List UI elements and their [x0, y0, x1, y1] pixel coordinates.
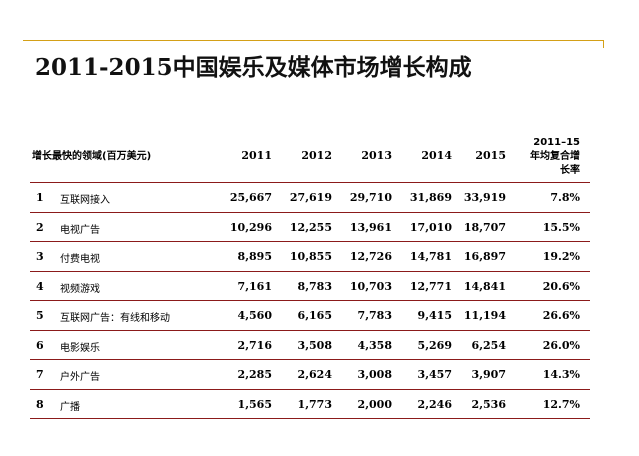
value-2015: 2,536 [471, 397, 506, 411]
value-2012: 3,508 [297, 338, 332, 352]
value-2013: 13,961 [349, 220, 392, 234]
value-cagr: 26.0% [542, 338, 580, 352]
value-2015: 33,919 [463, 191, 506, 204]
cagr-header-line3: 长率 [560, 165, 580, 176]
value-2011: 2,285 [237, 368, 272, 381]
row-category: 户外广告 [60, 372, 100, 383]
value-2014: 31,869 [409, 191, 452, 204]
value-2011: 2,716 [237, 338, 272, 352]
row-rank: 5 [36, 309, 44, 322]
value-cagr: 15.5% [542, 220, 580, 234]
value-cagr: 26.6% [542, 309, 580, 322]
value-2012: 10,855 [289, 250, 332, 263]
table-row: 7 户外广告 2,285 2,624 3,008 3,457 3,907 14.3% [30, 360, 590, 390]
value-2014: 14,781 [409, 250, 452, 263]
value-2012: 8,783 [297, 279, 332, 293]
page-title: 2011-2015中国娱乐及媒体市场增长构成 [35, 54, 472, 81]
table-row: 3 付费电视 8,895 10,855 12,726 14,781 16,897 19.2% [30, 242, 590, 272]
year-2015-header: 2015 [475, 149, 506, 162]
value-cagr: 7.8% [550, 191, 580, 204]
value-2014: 9,415 [417, 309, 452, 322]
table-row: 6 电影娱乐 2,716 3,508 4,358 5,269 6,254 26.0% [30, 331, 590, 360]
row-category: 视频游戏 [60, 283, 100, 295]
value-2011: 1,565 [237, 397, 272, 411]
table-header-row: 增长最快的领域(百万美元) 2011 2012 2013 2014 2015 2… [30, 130, 590, 183]
value-2015: 11,194 [463, 309, 506, 322]
row-category: 付费电视 [60, 254, 100, 265]
growth-table: 增长最快的领域(百万美元) 2011 2012 2013 2014 2015 2… [30, 130, 590, 419]
value-2011: 7,161 [237, 279, 272, 293]
value-cagr: 14.3% [542, 368, 580, 381]
value-2012: 2,624 [297, 368, 332, 381]
value-2011: 25,667 [229, 191, 272, 204]
value-2011: 8,895 [237, 250, 272, 263]
value-2015: 3,907 [471, 368, 506, 381]
row-rank: 4 [36, 279, 44, 293]
row-rank: 2 [36, 220, 44, 234]
value-2014: 2,246 [417, 397, 452, 411]
table-row: 1 互联网接入 25,667 27,619 29,710 31,869 33,919 7.8% [30, 183, 590, 213]
top-divider-tick [603, 40, 604, 48]
value-2015: 18,707 [463, 220, 506, 234]
table-row: 4 视频游戏 7,161 8,783 10,703 12,771 14,841 20.6% [30, 272, 590, 301]
domain-column-header: 增长最快的领域(百万美元) [32, 151, 152, 162]
table-row: 8 广播 1,565 1,773 2,000 2,246 2,536 12.7% [30, 390, 590, 419]
value-2012: 12,255 [289, 220, 332, 234]
value-2013: 10,703 [349, 279, 392, 293]
table-row: 2 电视广告 10,296 12,255 13,961 17,010 18,707 15.5% [30, 213, 590, 242]
value-cagr: 19.2% [542, 250, 580, 263]
year-2014-header: 2014 [421, 149, 452, 162]
value-2015: 16,897 [463, 250, 506, 263]
value-2013: 29,710 [349, 191, 392, 204]
value-cagr: 20.6% [542, 279, 580, 293]
cagr-header-line2: 年均复合增 [530, 151, 580, 162]
value-2014: 3,457 [417, 368, 452, 381]
cagr-column-header: 2011–15 年均复合增 长率 [504, 136, 580, 178]
year-2011-header: 2011 [241, 149, 272, 162]
value-2013: 3,008 [357, 368, 392, 381]
table-row: 5 互联网广告：有线和移动 4,560 6,165 7,783 9,415 11,194 26… [30, 301, 590, 331]
value-2014: 17,010 [409, 220, 452, 234]
value-cagr: 12.7% [542, 397, 580, 411]
row-category: 电影娱乐 [60, 342, 100, 354]
value-2013: 12,726 [349, 250, 392, 263]
value-2013: 7,783 [357, 309, 392, 322]
value-2015: 14,841 [463, 279, 506, 293]
row-rank: 8 [36, 397, 44, 411]
value-2014: 12,771 [409, 279, 452, 293]
value-2013: 4,358 [357, 338, 392, 352]
value-2012: 1,773 [297, 397, 332, 411]
value-2011: 4,560 [237, 309, 272, 322]
row-category: 广播 [60, 401, 80, 413]
row-category: 互联网广告：有线和移动 [60, 313, 170, 324]
row-rank: 3 [36, 250, 44, 263]
top-divider-line [23, 40, 604, 41]
row-rank: 7 [36, 368, 44, 381]
year-2013-header: 2013 [361, 149, 392, 162]
year-2012-header: 2012 [301, 149, 332, 162]
value-2012: 27,619 [289, 191, 332, 204]
value-2011: 10,296 [229, 220, 272, 234]
value-2013: 2,000 [357, 397, 392, 411]
cagr-header-line1: 2011–15 [533, 137, 580, 148]
row-rank: 6 [36, 338, 44, 352]
value-2014: 5,269 [417, 338, 452, 352]
row-category: 互联网接入 [60, 195, 110, 206]
row-category: 电视广告 [60, 224, 100, 236]
value-2012: 6,165 [297, 309, 332, 322]
value-2015: 6,254 [471, 338, 506, 352]
row-rank: 1 [36, 191, 44, 204]
